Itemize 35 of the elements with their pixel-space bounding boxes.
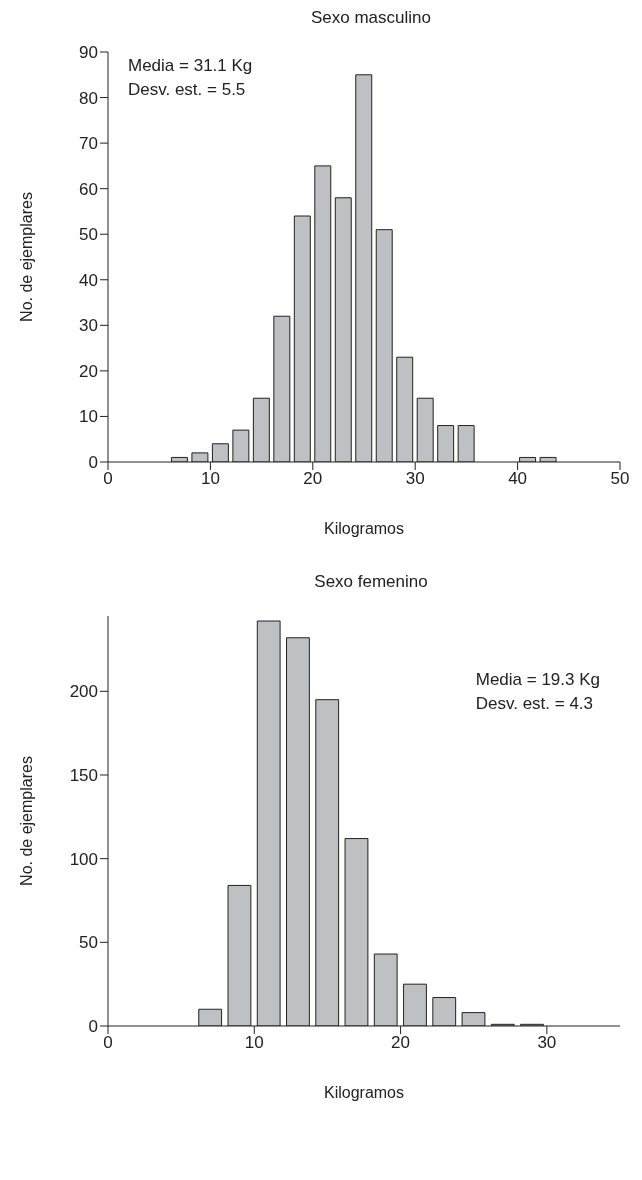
x-tick-label: 20 xyxy=(303,469,323,489)
y-tick-label: 90 xyxy=(79,43,98,63)
y-tick-label: 100 xyxy=(69,849,98,869)
y-tick-label: 70 xyxy=(79,134,98,154)
annotation: Media = 31.1 Kg xyxy=(128,55,253,77)
x-tick-label: 30 xyxy=(405,469,425,489)
y-tick-label: 30 xyxy=(79,316,98,336)
annotation: Desv. est. = 5.5 xyxy=(128,79,247,101)
annotation: Media = 19.3 Kg xyxy=(475,669,600,691)
x-tick-label: 10 xyxy=(200,469,220,489)
chart-title: Sexo masculino xyxy=(310,8,432,29)
x-axis-title: Kilogramos xyxy=(323,520,405,537)
chart-title: Sexo femenino xyxy=(313,572,429,593)
y-tick-label: 60 xyxy=(79,179,98,199)
y-tick-label: 10 xyxy=(79,407,98,427)
x-tick-label: 40 xyxy=(508,469,528,489)
annotation: Desv. est. = 4.3 xyxy=(475,693,595,715)
x-tick-label: 10 xyxy=(244,1033,264,1053)
x-tick-label: 50 xyxy=(610,469,630,489)
y-tick-label: 20 xyxy=(79,361,98,381)
y-tick-label: 50 xyxy=(79,225,98,245)
x-tick-label: 30 xyxy=(537,1033,557,1053)
y-axis-title: No. de ejemplares xyxy=(17,756,35,886)
x-tick-label: 0 xyxy=(103,469,113,489)
y-tick-label: 80 xyxy=(79,88,98,108)
y-tick-label: 150 xyxy=(69,766,98,786)
x-tick-label: 20 xyxy=(391,1033,411,1053)
y-tick-label: 40 xyxy=(79,270,98,290)
x-tick-label: 0 xyxy=(103,1033,113,1053)
y-tick-label: 0 xyxy=(88,453,98,473)
y-tick-label: 0 xyxy=(88,1017,98,1037)
x-axis-title: Kilogramos xyxy=(323,1084,405,1101)
y-tick-label: 200 xyxy=(69,682,98,702)
y-tick-label: 50 xyxy=(79,933,98,953)
y-axis-title: No. de ejemplares xyxy=(17,192,35,322)
